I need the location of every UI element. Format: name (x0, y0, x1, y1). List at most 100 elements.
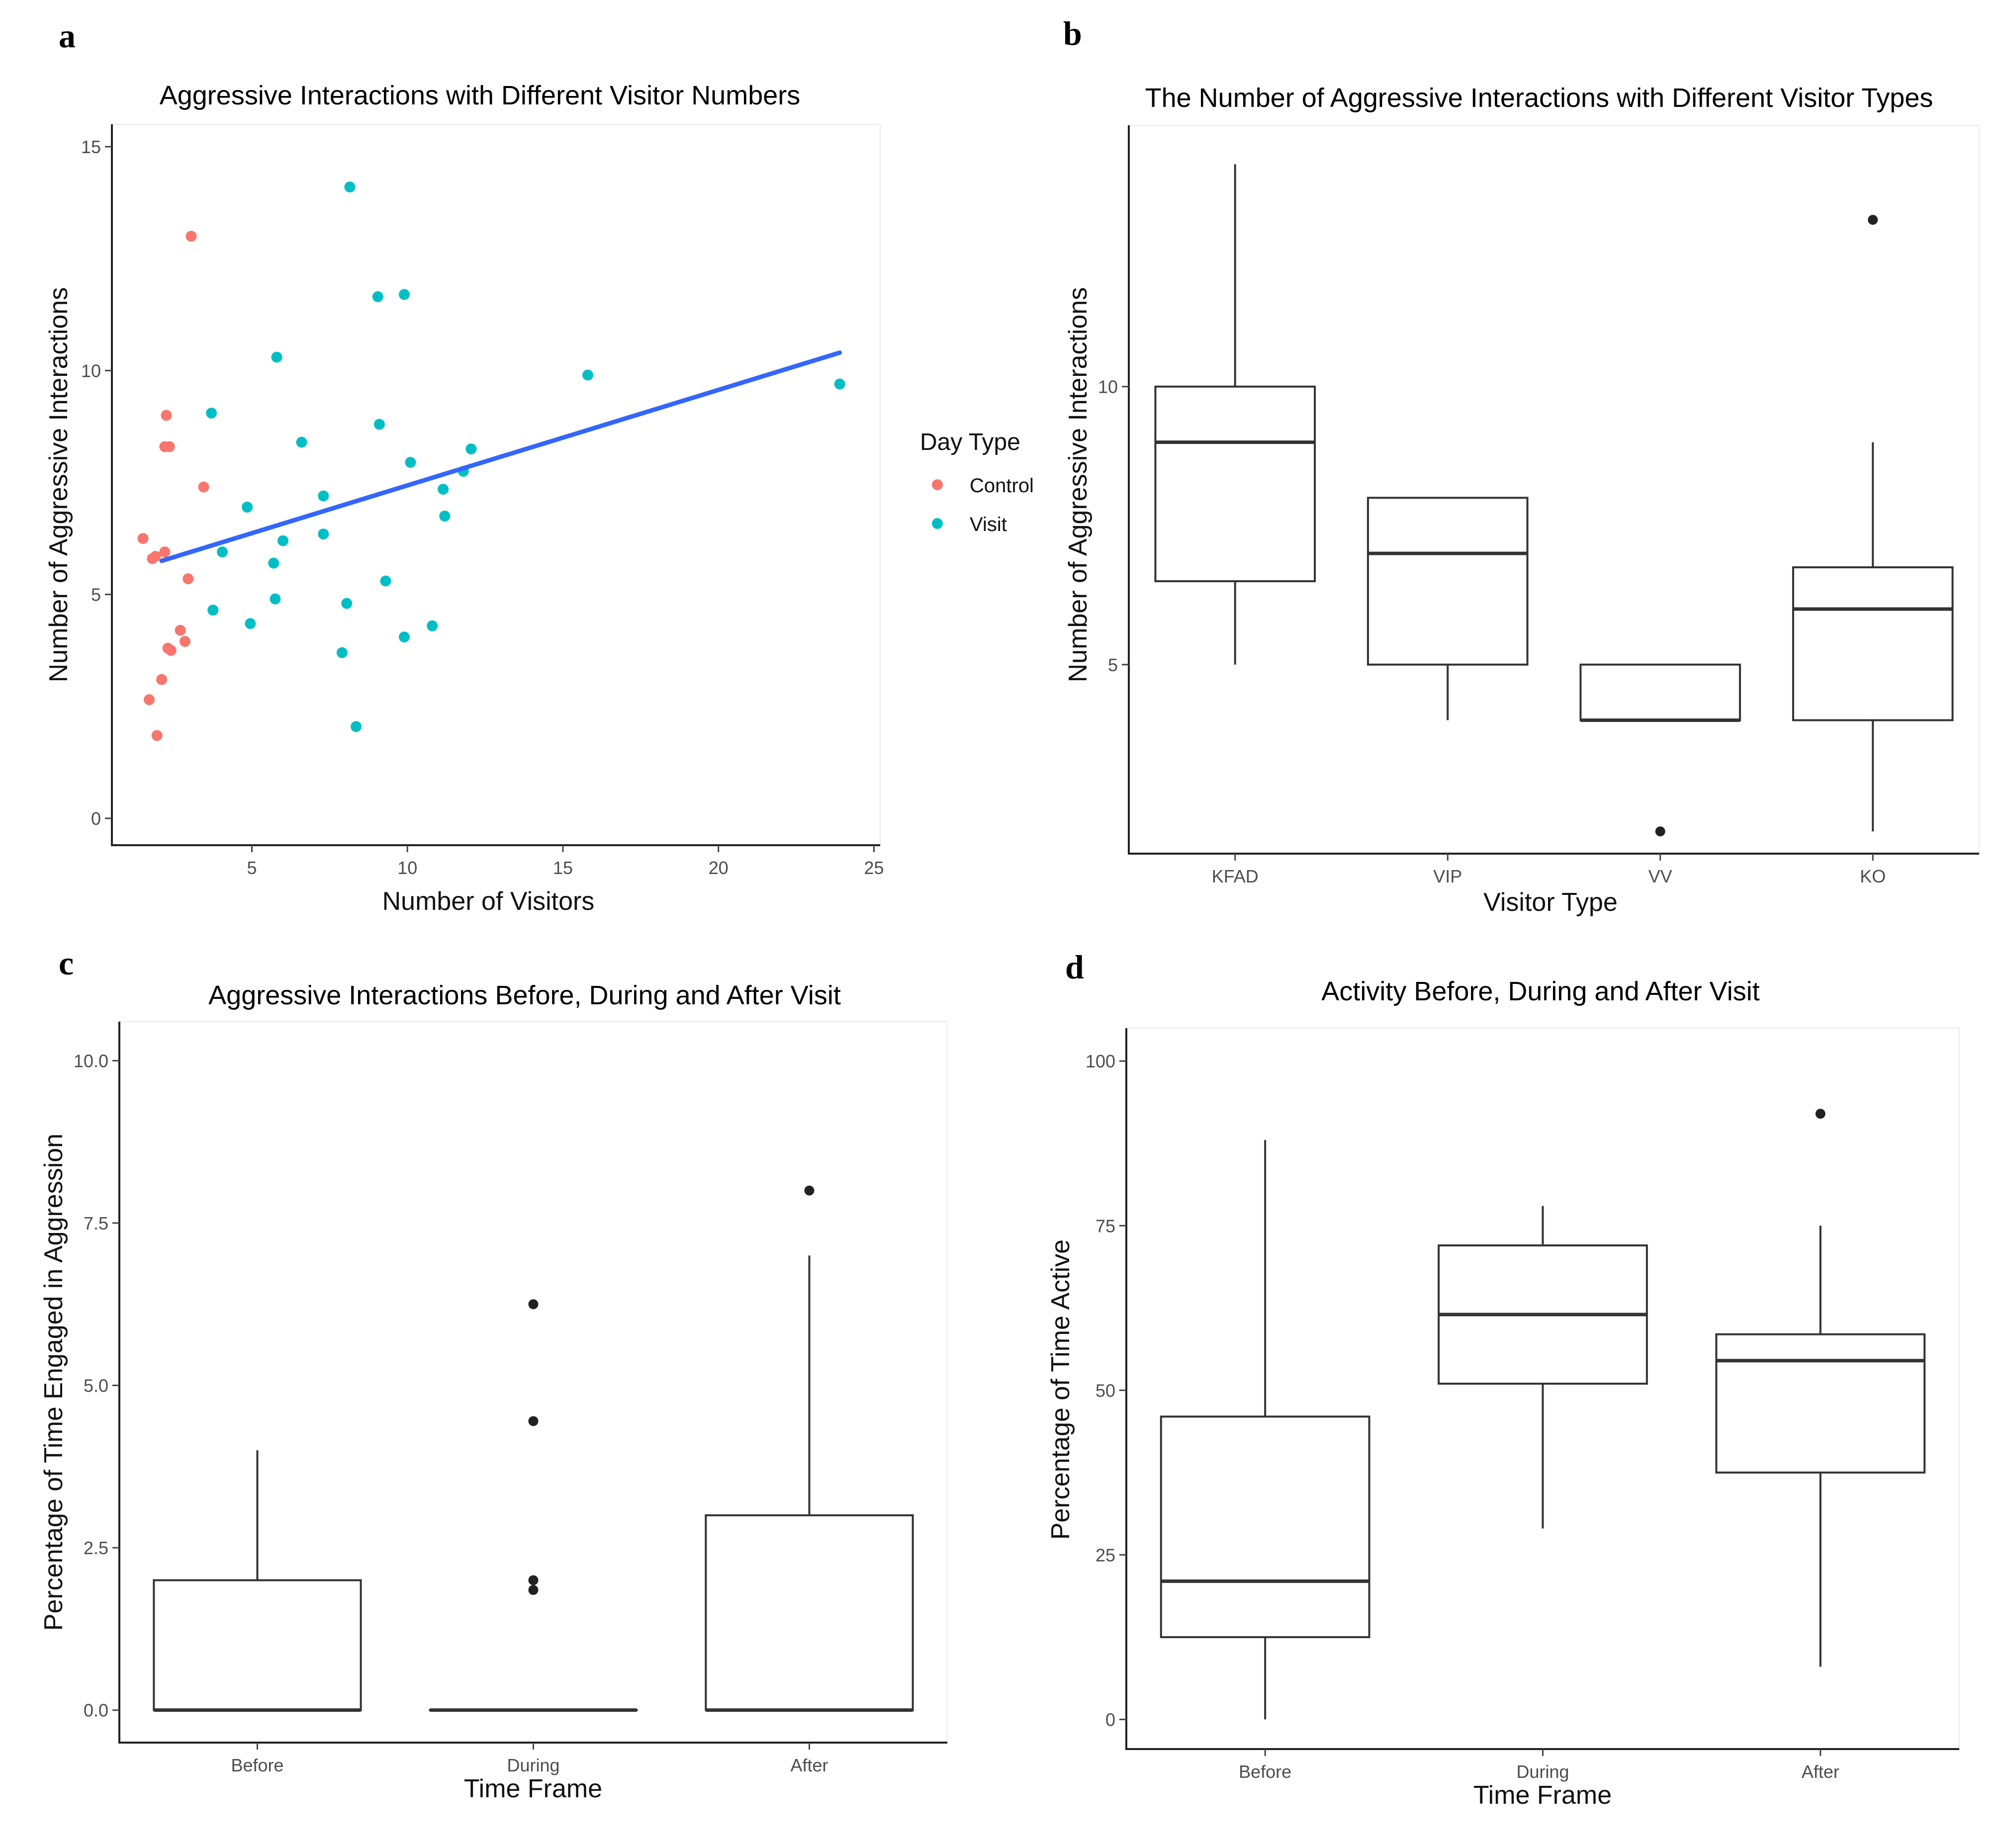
chart-d-y-tick-label: 0 (1105, 1709, 1115, 1730)
box-during (429, 1299, 638, 1712)
chart-d-x-tick-label: During (1516, 1761, 1569, 1782)
box-iqr (1579, 663, 1741, 721)
point-visit (341, 598, 353, 609)
chart-c-boxplot: Aggressive Interactions Before, During a… (39, 980, 948, 1803)
chart-a-y-ticks: 0 5 10 15 (81, 137, 112, 829)
chart-a-x-ticks: 5 10 15 20 25 (247, 845, 884, 878)
outlier-point (804, 1185, 815, 1196)
outlier-point (1868, 215, 1878, 225)
point-control (144, 694, 155, 705)
chart-b-x-tick-label: KO (1860, 866, 1886, 886)
chart-b-y-ticks: 5 10 (1098, 377, 1129, 675)
chart-d-x-ticks: Before During After (1239, 1749, 1839, 1782)
chart-a-x-tick-label: 5 (247, 858, 257, 878)
chart-a-x-label: Number of Visitors (382, 887, 595, 916)
box-iqr (1154, 385, 1316, 583)
point-control (137, 533, 149, 544)
outlier-point (528, 1416, 539, 1426)
point-control (165, 645, 177, 656)
chart-c-x-tick-label: During (507, 1755, 559, 1775)
chart-b-boxplot: The Number of Aggressive Interactions wi… (1064, 83, 1980, 917)
legend-control-label: Control (970, 475, 1034, 497)
chart-b-y-label: Number of Aggressive Interactions (1064, 287, 1093, 683)
chart-a-y-tick-label: 10 (81, 360, 101, 381)
point-visit (296, 437, 307, 448)
point-visit (206, 407, 217, 419)
chart-b-x-tick-label: VV (1648, 866, 1672, 886)
chart-a-plot-area (111, 124, 881, 846)
point-visit (465, 443, 477, 454)
chart-d-x-label: Time Frame (1473, 1781, 1612, 1810)
point-visit (438, 484, 449, 495)
box-iqr (153, 1579, 362, 1711)
chart-a-legend: Day Type Control Visit (920, 429, 1034, 535)
point-control (159, 546, 171, 558)
chart-c-x-label: Time Frame (464, 1774, 602, 1803)
chart-c-boxes (153, 1185, 914, 1712)
chart-b-boxes (1154, 164, 1954, 837)
point-visit (380, 575, 391, 587)
chart-b-x-label: Visitor Type (1483, 888, 1618, 917)
point-visit (398, 289, 410, 300)
box-iqr (1715, 1333, 1926, 1474)
box-vv (1579, 663, 1741, 837)
box-during (1438, 1206, 1648, 1529)
box-kfad (1154, 164, 1316, 665)
chart-d-y-tick-label: 75 (1095, 1216, 1115, 1236)
chart-a-y-tick-label: 5 (91, 585, 101, 605)
chart-a-trend-line (159, 350, 842, 563)
chart-c-y-ticks: 0.0 2.5 5.0 7.5 10.0 (74, 1051, 119, 1721)
legend-visit-dot (932, 518, 943, 529)
outlier-point (528, 1299, 539, 1310)
box-after (1715, 1109, 1926, 1667)
chart-b-x-tick-label: VIP (1433, 866, 1462, 886)
chart-c-x-tick-label: After (790, 1755, 828, 1775)
point-visit (372, 291, 383, 302)
outlier-point (528, 1585, 539, 1595)
chart-a-y-tick-label: 0 (91, 808, 101, 829)
panel-letter-a: a (59, 17, 76, 55)
box-iqr (705, 1514, 914, 1711)
point-control (151, 730, 163, 741)
point-control (161, 410, 172, 421)
panel-letter-b: b (1063, 14, 1082, 52)
chart-b-x-ticks: KFAD VIP VV KO (1212, 854, 1886, 886)
chart-a-x-tick-label: 15 (553, 858, 573, 878)
point-visit (439, 511, 451, 522)
chart-b-x-tick-label: KFAD (1212, 866, 1259, 886)
point-visit (207, 605, 219, 616)
point-control (179, 636, 190, 647)
box-after (705, 1185, 914, 1712)
chart-d-y-tick-label: 50 (1095, 1380, 1115, 1401)
outlier-point (1815, 1109, 1825, 1119)
point-visit (373, 419, 385, 430)
point-visit (318, 528, 329, 540)
chart-d-y-ticks: 0 25 50 75 100 (1086, 1051, 1126, 1730)
point-visit (268, 557, 279, 569)
box-before (153, 1450, 362, 1712)
point-visit (318, 490, 329, 502)
point-control (164, 441, 175, 452)
point-control (182, 573, 194, 585)
point-visit (582, 369, 594, 381)
chart-d-title: Activity Before, During and After Visit (1321, 976, 1759, 1006)
box-iqr (1792, 566, 1954, 721)
point-visit (344, 181, 356, 193)
panel-letter-c: c (59, 944, 74, 982)
chart-a-points (137, 181, 845, 741)
box-iqr (1366, 497, 1529, 666)
chart-c-title: Aggressive Interactions Before, During a… (208, 980, 841, 1010)
chart-c-y-tick-label: 7.5 (84, 1213, 108, 1233)
point-visit (351, 721, 362, 732)
chart-a-y-tick-label: 15 (81, 137, 101, 157)
outlier-point (528, 1575, 539, 1585)
legend-title: Day Type (920, 429, 1020, 455)
point-control (198, 481, 209, 493)
chart-c-x-tick-label: Before (231, 1755, 283, 1775)
chart-a-x-tick-label: 25 (864, 858, 884, 878)
point-control (185, 231, 197, 242)
chart-c-y-tick-label: 2.5 (84, 1538, 108, 1558)
legend-visit-label: Visit (970, 514, 1007, 535)
chart-b-y-tick-label: 10 (1098, 377, 1118, 397)
